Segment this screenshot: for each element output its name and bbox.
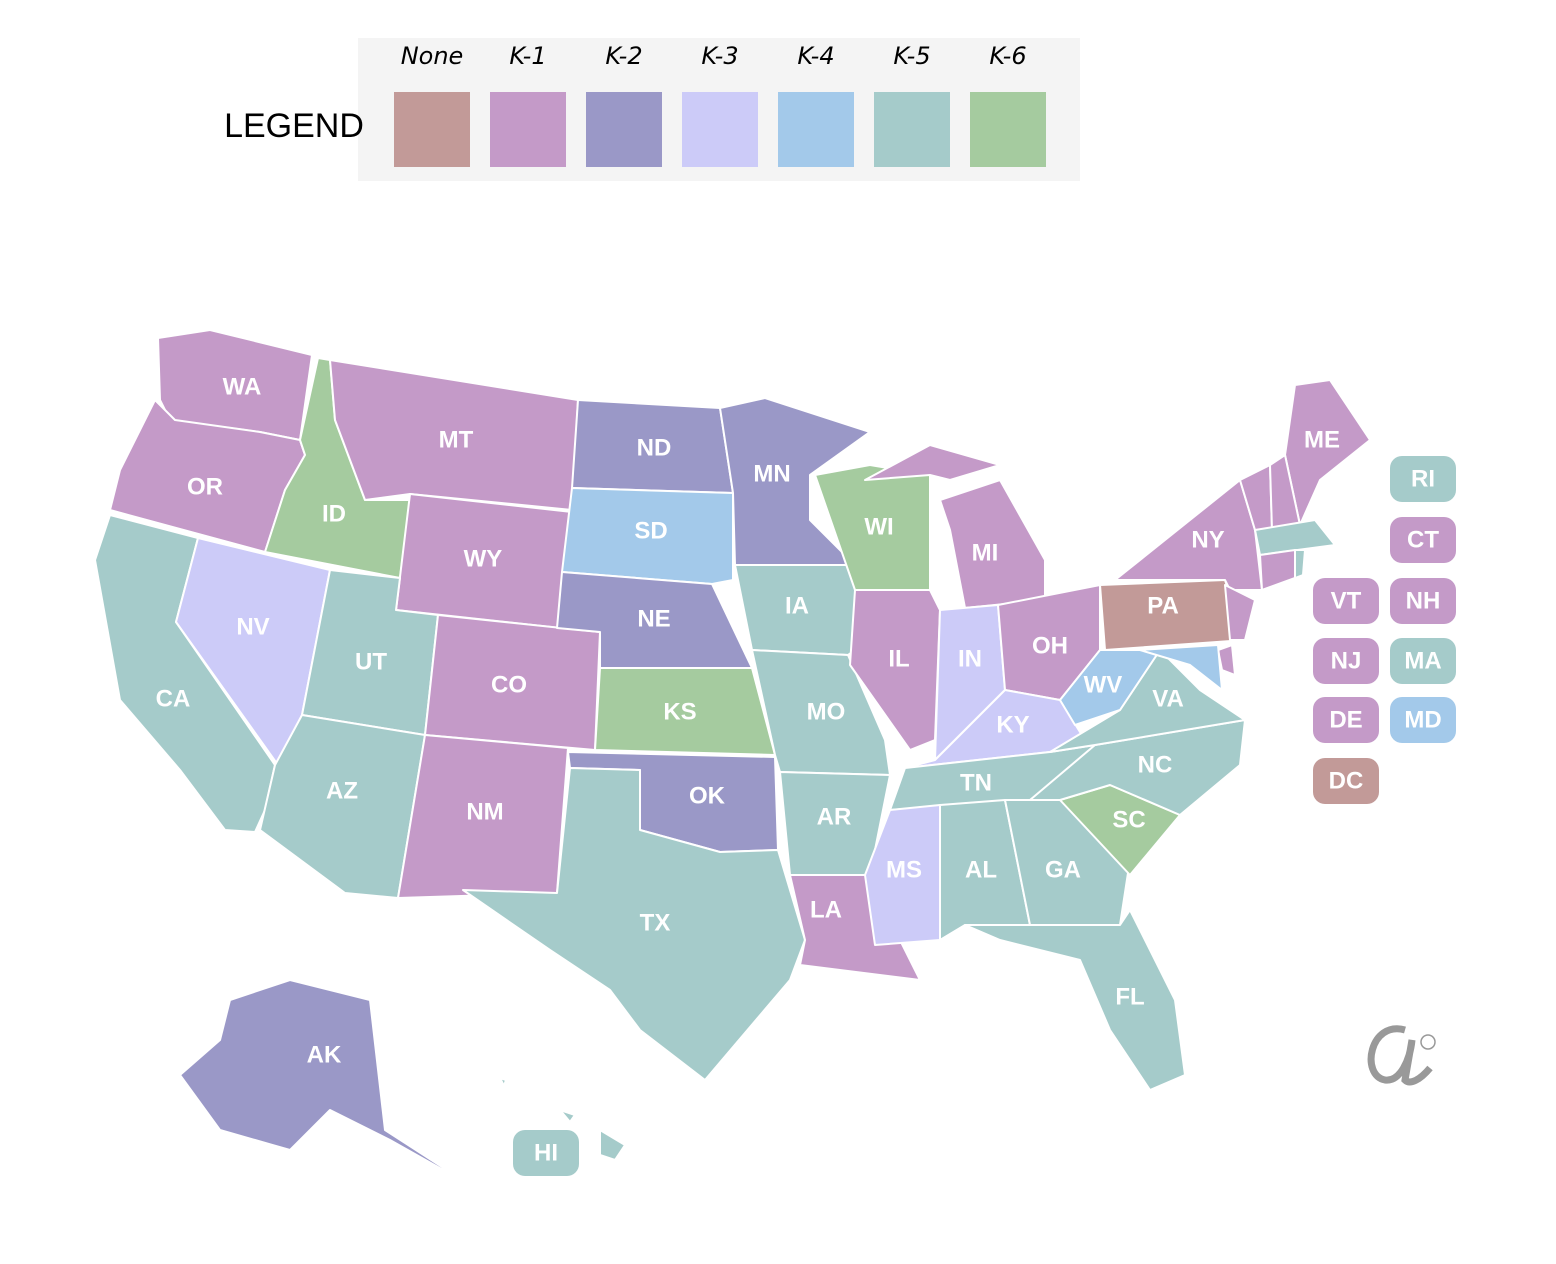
state-label: ME (1304, 427, 1340, 454)
state-label: CT (1407, 527, 1439, 554)
state-label: KS (663, 699, 696, 726)
state-label: PA (1147, 593, 1179, 620)
states (94, 329, 1371, 1186)
state-shape (1139, 644, 1223, 691)
legend-swatch (394, 92, 470, 167)
legend-swatch (874, 92, 950, 167)
state-label: MO (807, 699, 846, 726)
state-shape (864, 804, 941, 946)
state-label: WA (223, 374, 262, 401)
state-label: AK (307, 1042, 342, 1069)
state-label: DC (1329, 768, 1364, 795)
legend-label: K-5 (893, 42, 930, 70)
state-label: NE (637, 606, 670, 633)
state-label: OR (187, 474, 223, 501)
state-badge (1390, 456, 1456, 502)
legend-swatch (490, 92, 566, 167)
state-label: MT (439, 427, 474, 454)
state-shape (179, 979, 471, 1186)
state-label: IN (958, 646, 982, 673)
state-shape (1059, 649, 1161, 726)
state-label: KY (996, 712, 1029, 739)
state-badge (1313, 638, 1379, 684)
legend-label: K-6 (989, 42, 1026, 70)
state-shape (1294, 549, 1306, 579)
logo (1367, 1025, 1436, 1086)
state-label: TX (640, 910, 671, 937)
legend-label: K-3 (701, 42, 738, 70)
state-label: WI (864, 514, 893, 541)
state-label: IL (888, 646, 909, 673)
state-label: OK (689, 783, 726, 810)
state-shape (814, 464, 931, 591)
state-label: MA (1404, 648, 1441, 675)
state-label: OH (1032, 633, 1068, 660)
state-label: ND (637, 435, 672, 462)
state-label: UT (355, 649, 387, 676)
state-shape (964, 909, 1186, 1091)
state-badge (1390, 697, 1456, 743)
state-label: NV (236, 614, 269, 641)
state-label: ID (322, 501, 346, 528)
state-badge (1313, 758, 1379, 804)
state-badge (1390, 638, 1456, 684)
state-shape (1224, 584, 1256, 641)
state-label: CO (491, 672, 527, 699)
state-label: TN (960, 770, 992, 797)
state-badge (513, 1130, 579, 1176)
state-badge (1390, 578, 1456, 624)
state-label: NJ (1331, 648, 1362, 675)
state-label: HI (534, 1140, 558, 1167)
state-label: IA (785, 593, 809, 620)
legend-label: K-4 (797, 42, 834, 70)
state-label: AR (817, 804, 852, 831)
legend-title: LEGEND (224, 107, 364, 145)
legend-label: K-1 (509, 42, 546, 70)
state-shape (1114, 479, 1263, 591)
state-badge (1313, 697, 1379, 743)
state-shape (462, 767, 806, 1081)
legend-label: K-2 (605, 42, 642, 70)
state-label: FL (1115, 984, 1144, 1011)
state-label: RI (1411, 466, 1435, 493)
state-label: VA (1152, 686, 1184, 713)
legend-swatch (970, 92, 1046, 167)
state-label: CA (156, 686, 191, 713)
state-label: WV (1084, 672, 1123, 699)
legend-label: None (401, 42, 464, 70)
state-label: NY (1191, 527, 1224, 554)
state-label: NM (466, 799, 503, 826)
state-label: NC (1138, 752, 1173, 779)
state-label: VT (1331, 588, 1362, 615)
state-shape (1217, 644, 1236, 676)
state-badge (1390, 517, 1456, 563)
state-shape (561, 487, 734, 585)
state-shape (1259, 549, 1296, 591)
state-badge (1313, 578, 1379, 624)
legend: None K-1 K-2 K-3 K-4 K-5 K-6 (394, 42, 1046, 167)
state-labels: WA OR CA NV ID MT WY UT CO AZ NM ND SD NE KS OK TX MN IA MO… (156, 374, 1456, 1176)
state-label: GA (1045, 857, 1081, 884)
state-shape (499, 1077, 626, 1161)
state-shape (719, 397, 871, 566)
state-label: AL (965, 857, 997, 884)
legend-swatch (586, 92, 662, 167)
state-shape (1254, 519, 1336, 556)
state-label: SC (1112, 807, 1145, 834)
state-label: MI (972, 540, 999, 567)
state-label: SD (634, 518, 667, 545)
state-label: MN (753, 461, 790, 488)
state-label: AZ (326, 778, 358, 805)
state-label: WY (464, 546, 503, 573)
state-label: LA (810, 897, 842, 924)
legend-swatch (682, 92, 758, 167)
legend-swatch (778, 92, 854, 167)
state-label: MD (1404, 707, 1441, 734)
state-label: DE (1329, 707, 1362, 734)
state-label: MS (886, 857, 922, 884)
state-label: NH (1406, 588, 1441, 615)
